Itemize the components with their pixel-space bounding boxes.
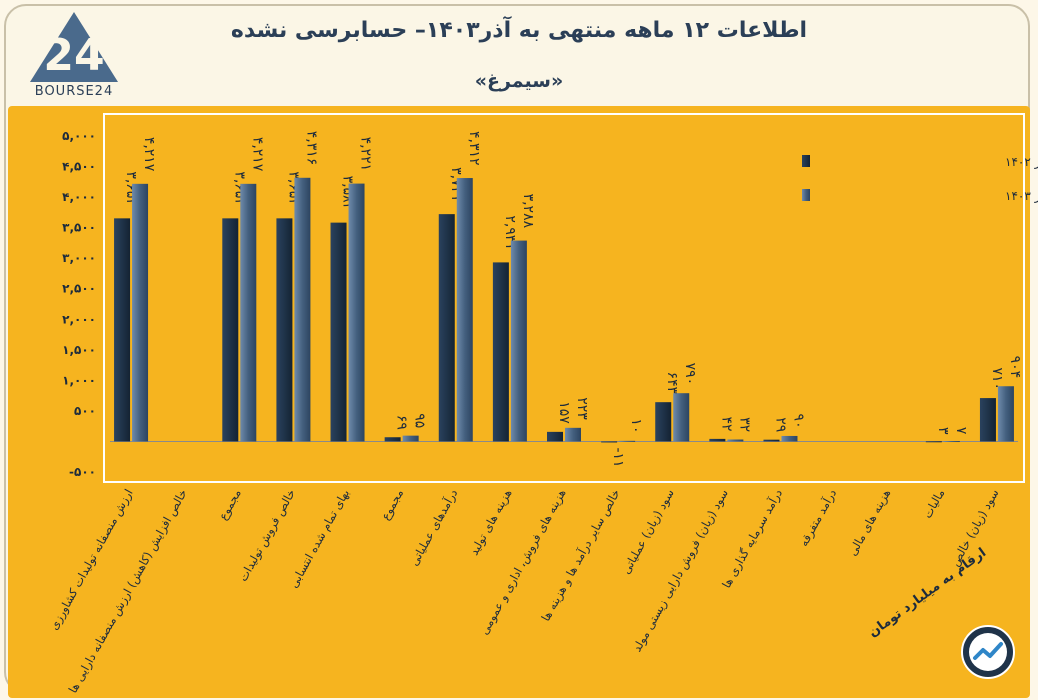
y-tick-label: ۴,۵۰۰ bbox=[62, 160, 96, 174]
bar bbox=[673, 393, 690, 442]
bar bbox=[727, 439, 744, 442]
data-label: ۲۹ bbox=[772, 417, 788, 432]
bar bbox=[132, 183, 149, 442]
y-tick-label: ۵۰۰ bbox=[74, 404, 96, 418]
bar bbox=[384, 437, 401, 442]
y-tick-label: ۳,۰۰۰ bbox=[62, 251, 96, 265]
data-label: ۱۵۷ bbox=[556, 401, 572, 424]
data-label: ۲۲۳ bbox=[574, 397, 590, 420]
data-label: ۴,۲۲۱ bbox=[358, 137, 374, 172]
data-label: ۹۰۴ bbox=[1007, 356, 1023, 379]
y-tick-label: ۳,۵۰۰ bbox=[62, 221, 96, 235]
bar bbox=[619, 440, 636, 442]
bourse24-logo-icon: 24 bbox=[30, 12, 118, 82]
bar bbox=[402, 435, 419, 442]
data-label: ۶۴۳ bbox=[664, 372, 680, 395]
legend-swatch bbox=[802, 189, 810, 201]
bar bbox=[997, 386, 1014, 442]
bar bbox=[781, 435, 798, 442]
data-label: ۱۰ bbox=[628, 418, 644, 433]
y-tick-label: ۱,۰۰۰ bbox=[62, 373, 96, 387]
legend-label: عملکرد منتهی به آذر ۱۴۰۲ bbox=[1005, 154, 1038, 170]
bar bbox=[979, 398, 996, 442]
data-label: ۴,۲۱۷ bbox=[141, 137, 157, 172]
data-label: ۴,۳۱۶ bbox=[303, 131, 319, 166]
data-label: ۳,۲۸۸ bbox=[520, 194, 536, 229]
bar bbox=[222, 218, 239, 442]
bar bbox=[565, 427, 581, 442]
bar bbox=[240, 183, 257, 442]
data-label: ۳ bbox=[935, 427, 951, 435]
bar bbox=[547, 431, 563, 442]
y-tick-label: ۵,۰۰۰ bbox=[62, 129, 96, 143]
bar bbox=[438, 214, 455, 442]
bar bbox=[763, 439, 780, 442]
y-tick-label: ۲,۰۰۰ bbox=[62, 312, 96, 326]
data-label: ۷۱۰ bbox=[989, 367, 1005, 390]
chart-subtitle: «سیمرغ» bbox=[474, 70, 564, 92]
y-tick-label: ۱,۵۰۰ bbox=[62, 343, 96, 357]
data-label: ۶۹ bbox=[394, 415, 410, 430]
y-tick-label: ۴,۰۰۰ bbox=[62, 190, 96, 204]
legend-swatch bbox=[802, 155, 810, 167]
bar bbox=[114, 218, 131, 442]
bourse24-chart-badge-icon bbox=[961, 625, 1015, 679]
data-label: ۳۲ bbox=[736, 417, 752, 432]
bar bbox=[456, 178, 473, 442]
bar bbox=[601, 441, 618, 443]
data-label: ۹۵ bbox=[412, 413, 428, 428]
bar bbox=[943, 441, 960, 443]
bar bbox=[925, 441, 942, 443]
bar bbox=[655, 402, 672, 442]
data-label: -۱۱ bbox=[610, 447, 626, 467]
bar bbox=[510, 240, 527, 442]
data-label: ۷ bbox=[953, 427, 969, 435]
logo-text: BOURSE24 bbox=[34, 84, 114, 99]
data-label: ۴,۲۱۷ bbox=[249, 137, 265, 172]
bar bbox=[276, 218, 293, 442]
bar bbox=[348, 183, 365, 442]
y-tick-label: -۵۰۰ bbox=[69, 465, 96, 479]
data-label: ۷۹۰ bbox=[682, 363, 698, 386]
bar bbox=[294, 177, 311, 442]
bar bbox=[709, 438, 726, 442]
bar bbox=[492, 262, 509, 442]
plot-area bbox=[103, 113, 1025, 483]
chart-title: اطلاعات ۱۲ ماهه منتهی به آذر۱۴۰۳– حسابرس… bbox=[230, 18, 808, 43]
data-label: ۴۲ bbox=[718, 416, 734, 431]
bar bbox=[330, 222, 347, 442]
legend-label: عملکرد منتهی به آذر ۱۴۰۳ bbox=[1005, 188, 1038, 204]
svg-text:24: 24 bbox=[43, 30, 104, 81]
data-label: ۹۰ bbox=[790, 414, 806, 429]
data-label: ۴,۳۱۲ bbox=[466, 131, 482, 166]
y-tick-label: ۲,۵۰۰ bbox=[62, 282, 96, 296]
